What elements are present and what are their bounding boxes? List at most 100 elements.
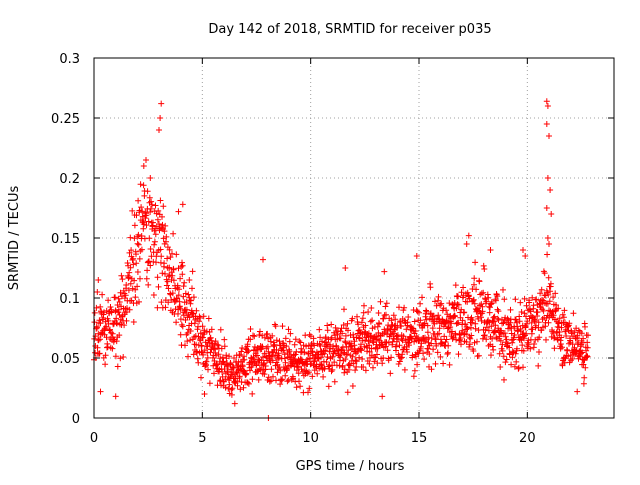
data-point	[217, 355, 224, 362]
x-tick-label: 5	[198, 431, 206, 446]
data-point	[314, 370, 321, 377]
data-point	[221, 366, 228, 372]
data-point	[459, 317, 466, 324]
data-point	[136, 207, 143, 214]
x-tick-label: 10	[302, 431, 319, 446]
data-point	[468, 332, 475, 339]
data-point	[584, 344, 591, 351]
data-point	[137, 275, 143, 282]
data-point	[466, 343, 473, 350]
data-point	[502, 333, 509, 340]
data-point	[452, 282, 459, 289]
data-point	[457, 335, 464, 341]
data-point	[245, 380, 252, 387]
data-point	[443, 307, 450, 314]
data-point	[357, 346, 364, 353]
data-point	[513, 358, 520, 365]
data-point	[102, 352, 109, 359]
data-point	[129, 207, 136, 214]
data-point	[150, 292, 157, 298]
data-point	[170, 266, 177, 273]
data-point	[478, 314, 484, 321]
data-point	[560, 314, 567, 321]
data-point	[136, 298, 142, 305]
y-tick-label: 0.3	[59, 52, 80, 67]
data-point	[304, 370, 311, 377]
data-point	[544, 103, 551, 109]
data-point	[104, 344, 111, 350]
data-point	[293, 384, 300, 391]
data-point	[383, 311, 389, 318]
data-point	[228, 386, 235, 393]
data-point	[162, 304, 169, 311]
data-point	[148, 198, 155, 205]
data-point	[162, 222, 169, 229]
data-point	[297, 383, 304, 390]
axis-ticks: 0 0.05 0.1 0.15 0.2 0.25 0.3 0 5 10 15 20	[51, 52, 614, 446]
data-point	[175, 292, 182, 299]
data-point	[298, 345, 305, 352]
data-point	[317, 334, 324, 341]
data-point	[541, 270, 548, 277]
data-point	[215, 351, 222, 358]
data-point	[354, 313, 360, 320]
data-point	[112, 294, 119, 301]
data-point	[200, 313, 207, 320]
data-point	[92, 349, 99, 356]
data-point	[341, 369, 348, 376]
data-point	[521, 335, 528, 342]
data-point	[123, 282, 130, 288]
data-point	[198, 348, 205, 355]
data-point	[169, 290, 176, 297]
data-point	[345, 366, 352, 373]
data-point	[499, 347, 506, 354]
data-point	[283, 343, 290, 350]
data-point	[527, 345, 534, 352]
data-point	[511, 332, 518, 338]
data-point	[337, 335, 344, 342]
data-point	[261, 350, 268, 357]
data-point	[478, 301, 485, 308]
data-point	[479, 308, 486, 315]
data-point	[465, 292, 472, 299]
data-point	[125, 287, 132, 294]
data-point	[159, 270, 166, 277]
data-point	[135, 241, 142, 248]
data-point	[517, 299, 524, 306]
data-point	[221, 336, 228, 343]
data-point	[127, 264, 134, 271]
data-point	[252, 358, 259, 365]
data-point	[359, 356, 366, 362]
data-point	[158, 299, 165, 306]
data-point	[353, 363, 360, 370]
data-point	[164, 255, 171, 262]
data-point	[532, 336, 539, 343]
data-point	[134, 283, 141, 290]
data-point	[462, 321, 469, 328]
data-point	[356, 335, 363, 342]
data-point	[514, 345, 520, 352]
data-point	[234, 382, 241, 389]
data-point	[374, 351, 380, 358]
data-point	[305, 350, 312, 357]
data-point	[175, 265, 182, 272]
data-point	[481, 332, 488, 339]
data-point	[293, 348, 300, 355]
data-point	[147, 205, 154, 212]
data-point	[539, 296, 545, 303]
data-point	[307, 361, 314, 368]
data-point	[119, 276, 126, 283]
data-point	[458, 341, 464, 348]
data-point	[488, 352, 494, 359]
data-point	[112, 393, 119, 400]
data-point	[375, 310, 382, 316]
data-point	[288, 376, 295, 383]
data-point	[154, 216, 161, 223]
data-point	[533, 296, 540, 303]
data-point	[563, 333, 570, 339]
data-point	[138, 233, 145, 239]
data-point	[436, 330, 442, 337]
data-point	[157, 246, 164, 253]
data-point	[471, 281, 477, 288]
data-point	[154, 304, 161, 311]
